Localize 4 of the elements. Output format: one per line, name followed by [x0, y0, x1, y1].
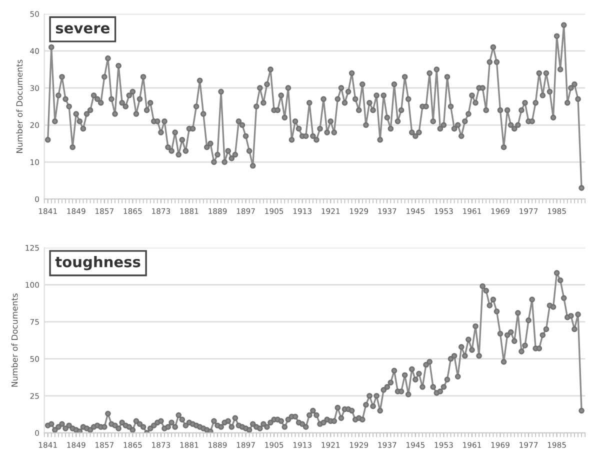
y-axis-title: Number of Documents	[16, 60, 23, 153]
y-axis-title: Number of Documents	[11, 294, 18, 387]
text: severe	[56, 25, 110, 34]
text: toughness	[55, 256, 140, 270]
